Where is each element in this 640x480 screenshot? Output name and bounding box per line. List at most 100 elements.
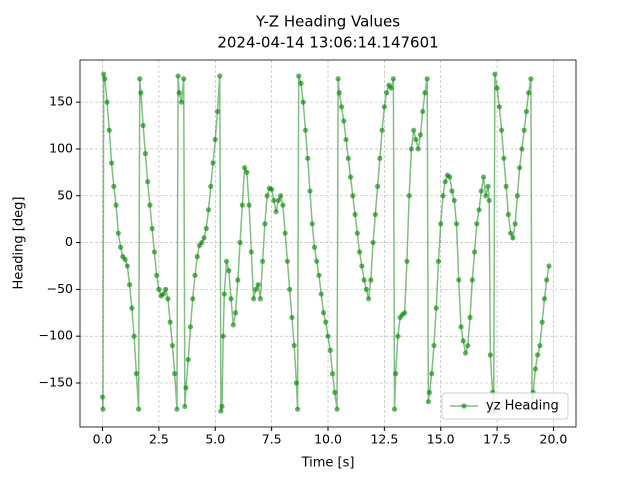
data-point: [298, 80, 304, 87]
data-point: [151, 249, 157, 255]
data-point: [347, 174, 354, 180]
data-point: [496, 104, 502, 110]
data-point: [138, 90, 144, 96]
data-point: [275, 197, 281, 204]
data-point: [174, 406, 180, 412]
data-point: [293, 380, 300, 386]
data-point: [406, 193, 412, 199]
data-point: [336, 90, 342, 96]
data-point: [408, 146, 415, 152]
data-point: [417, 132, 424, 138]
data-point: [241, 165, 248, 171]
data-point: [335, 76, 341, 82]
data-point: [300, 99, 306, 105]
data-point: [521, 127, 527, 133]
data-point: [131, 333, 137, 339]
data-point: [237, 239, 243, 246]
data-point: [307, 188, 313, 194]
data-point: [115, 230, 121, 236]
data-point: [350, 193, 356, 199]
data-point: [438, 221, 444, 227]
data-point: [163, 286, 169, 292]
data-point: [106, 127, 112, 133]
data-point: [359, 263, 365, 269]
data-point: [101, 71, 107, 77]
data-point: [203, 225, 209, 232]
data-point: [505, 211, 511, 218]
data-point: [199, 239, 205, 246]
y-tick-label: 100: [49, 140, 73, 155]
data-point: [124, 263, 130, 269]
data-point: [294, 406, 301, 412]
data-point: [140, 122, 146, 129]
data-point: [296, 73, 302, 79]
data-point: [175, 73, 181, 79]
data-point: [280, 202, 286, 208]
data-point: [345, 155, 351, 161]
data-point: [474, 221, 480, 227]
data-point: [102, 76, 108, 82]
data-point: [486, 197, 492, 204]
data-point: [291, 342, 297, 349]
data-point: [136, 406, 142, 412]
data-point: [469, 277, 475, 283]
data-point: [190, 296, 196, 302]
data-point: [235, 277, 241, 283]
data-point: [501, 155, 507, 161]
y-tick-label: 150: [49, 94, 73, 109]
data-point: [375, 183, 381, 189]
data-point: [526, 90, 532, 96]
x-tick-label: 10.0: [314, 432, 342, 447]
data-point: [327, 347, 333, 353]
data-point: [232, 310, 239, 316]
data-point: [426, 389, 433, 395]
data-point: [372, 211, 378, 218]
data-point: [431, 342, 437, 349]
data-point: [478, 188, 484, 194]
data-point: [182, 403, 188, 410]
data-point: [494, 85, 500, 91]
data-point: [368, 277, 374, 283]
x-axis-label: Time [s]: [301, 456, 355, 471]
data-point: [154, 272, 160, 278]
data-point: [535, 352, 541, 358]
data-point: [453, 221, 460, 227]
data-point: [341, 118, 347, 124]
data-point: [201, 235, 207, 241]
data-point: [239, 202, 245, 208]
data-point: [462, 350, 469, 356]
data-point: [244, 169, 250, 175]
data-point: [447, 174, 453, 180]
data-point: [510, 235, 516, 241]
data-point: [361, 277, 367, 283]
data-point: [314, 258, 320, 264]
y-tick-label: 50: [57, 187, 73, 202]
data-point: [169, 342, 176, 349]
data-point: [255, 282, 261, 288]
data-point: [363, 286, 369, 292]
data-point: [278, 193, 284, 199]
data-point: [287, 286, 293, 292]
data-point: [480, 174, 487, 180]
data-point: [370, 239, 376, 246]
data-point: [425, 399, 431, 405]
data-point: [537, 342, 543, 349]
data-point: [181, 76, 187, 82]
data-point: [415, 146, 421, 152]
data-point: [142, 151, 148, 157]
data-point: [338, 104, 345, 110]
data-point: [165, 296, 171, 302]
data-point: [492, 71, 498, 77]
data-point: [325, 333, 331, 339]
data-point: [262, 221, 268, 227]
data-point: [311, 244, 318, 250]
data-point: [178, 99, 185, 105]
data-point: [420, 108, 426, 115]
x-tick-label: 20.0: [540, 432, 568, 447]
x-tick-label: 5.0: [205, 432, 225, 447]
data-point: [318, 291, 324, 297]
data-point: [167, 319, 173, 325]
data-point: [354, 230, 360, 236]
data-point: [248, 249, 254, 255]
